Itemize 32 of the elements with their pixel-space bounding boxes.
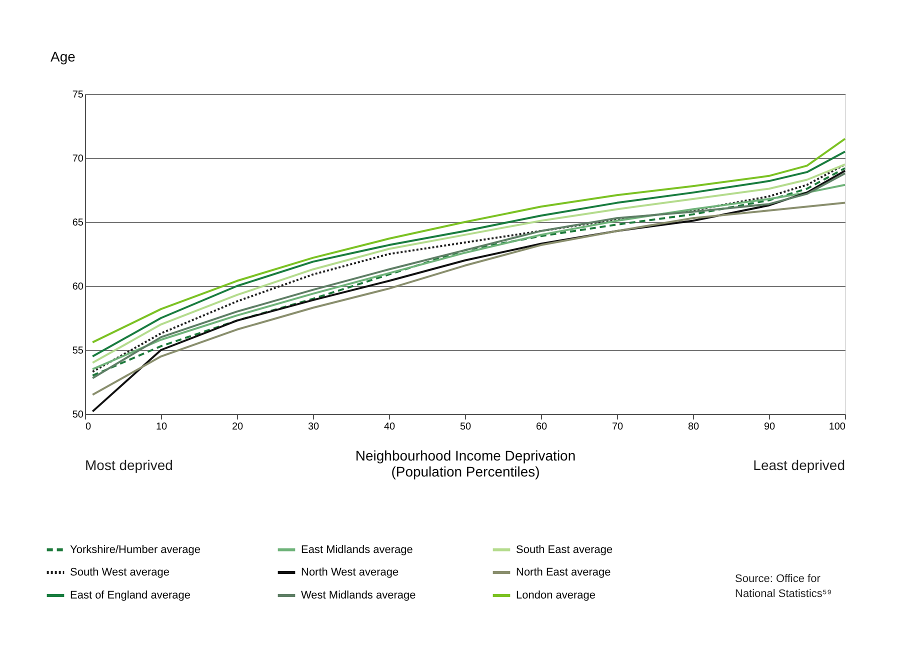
- text: Least deprived: [753, 457, 845, 473]
- legend-label: South West average: [70, 566, 170, 578]
- y-tick-label: 65: [72, 218, 84, 228]
- legend-label: North West average: [301, 566, 399, 578]
- legend-label: East of England average: [70, 590, 190, 602]
- x-tick-label: 80: [688, 422, 700, 432]
- x-tick-label: 100: [828, 422, 846, 432]
- x-tick-label: 0: [86, 422, 92, 432]
- text: Most deprived: [85, 457, 173, 473]
- x-tick-label: 20: [232, 422, 244, 432]
- legend-label: Yorkshire/Humber average: [70, 544, 200, 556]
- legend-label: East Midlands average: [301, 544, 413, 556]
- y-tick-label: 50: [72, 410, 84, 420]
- y-tick-label: 60: [72, 282, 84, 292]
- x-tick-label: 60: [536, 422, 548, 432]
- x-tick-label: 50: [460, 422, 472, 432]
- line-series: [92, 202, 846, 396]
- y-tick-label: 75: [72, 90, 84, 100]
- x-tick-label: 10: [156, 422, 168, 432]
- legend-label: London average: [516, 590, 596, 602]
- legend-label: South East average: [516, 544, 613, 556]
- legend-label: North East average: [516, 566, 611, 578]
- x-tick-label: 90: [764, 422, 776, 432]
- y-axis-title: Age: [50, 48, 76, 64]
- legend-label: West Midlands average: [301, 590, 416, 602]
- y-tick-label: 70: [72, 154, 84, 164]
- x-axis-title: Neighbourhood Income Deprivation (Population Percentiles): [355, 448, 576, 480]
- x-tick-label: 40: [384, 422, 396, 432]
- x-tick-label: 30: [308, 422, 320, 432]
- y-tick-label: 55: [72, 346, 84, 356]
- x-tick-label: 70: [612, 422, 624, 432]
- source-note: Source: Office for National Statistics⁵⁹: [735, 573, 832, 600]
